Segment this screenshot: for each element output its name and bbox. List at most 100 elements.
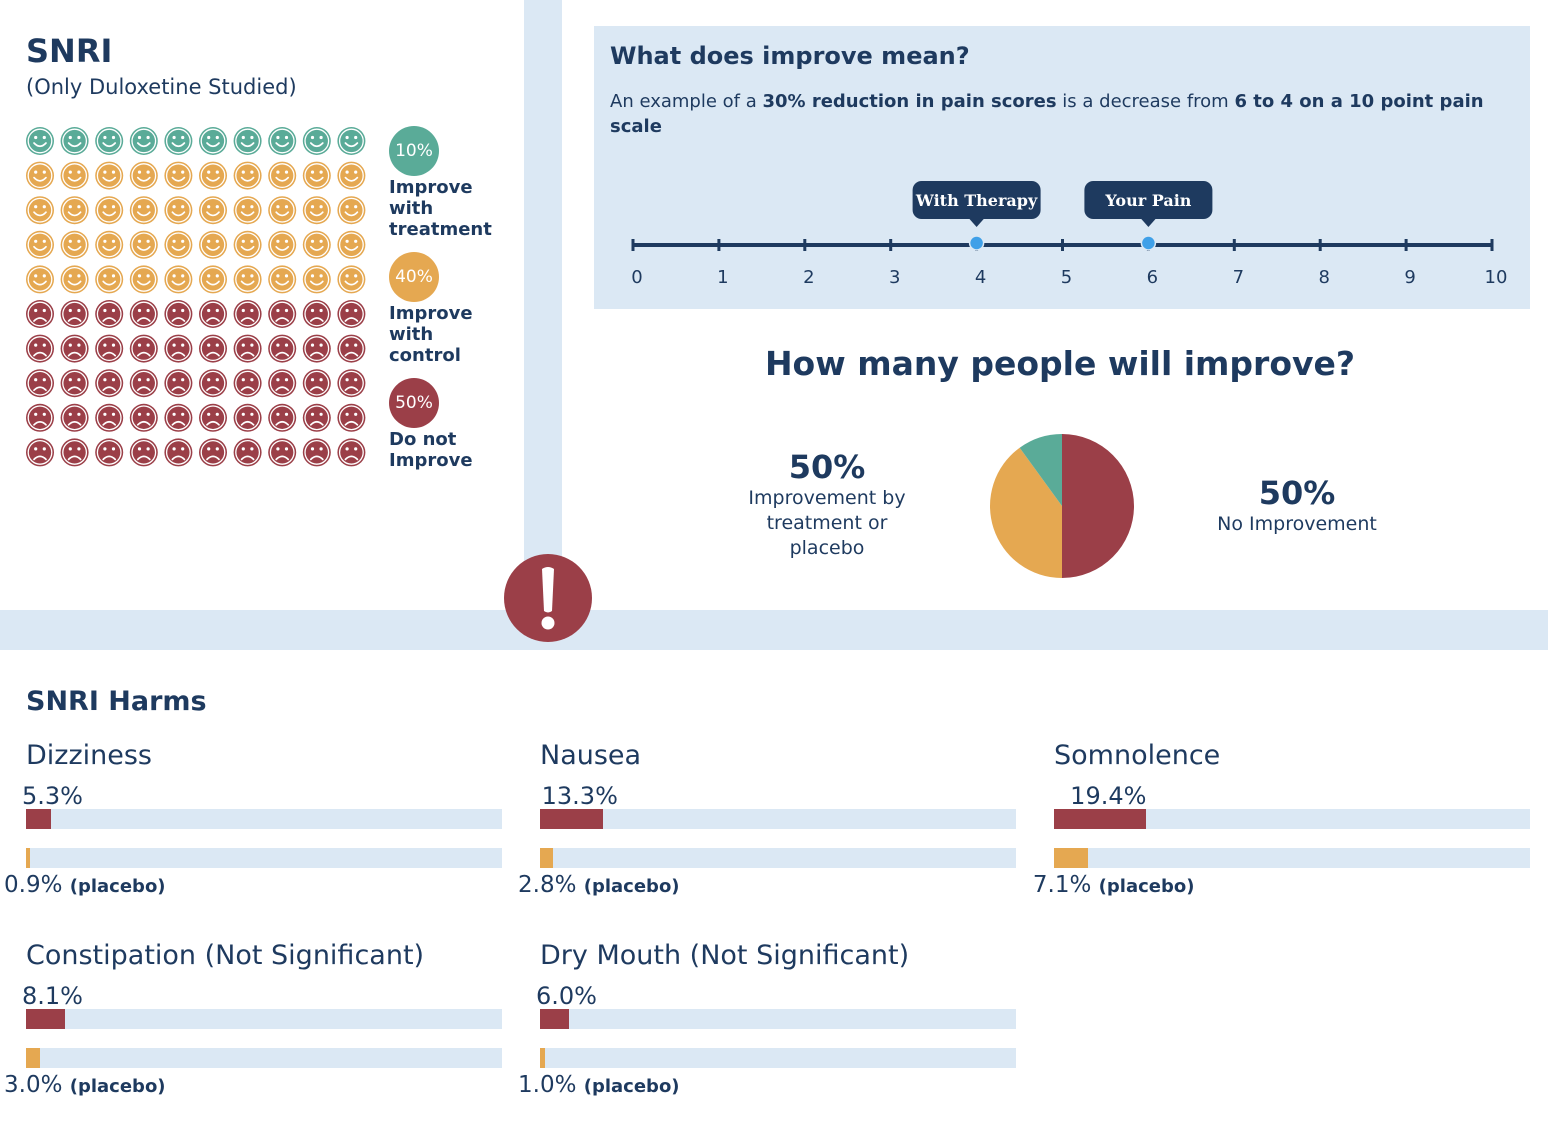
smiley-face-icon <box>302 127 331 155</box>
pie-slice-1 <box>990 447 1062 578</box>
harm-placebo-bar <box>1054 848 1088 868</box>
smiley-face-icon <box>233 127 262 155</box>
smiley-face-icon <box>164 265 193 294</box>
desc-line: treatment or <box>766 512 888 534</box>
scale-marker-dot <box>1140 235 1157 251</box>
sad-face-icon <box>60 334 89 363</box>
smiley-face-icon <box>199 161 227 190</box>
improve-info-panel <box>594 26 1530 309</box>
harm-item: Constipation (Not Significant) 8.1% 3.0% (… <box>4 940 502 1100</box>
smiley-face-icon <box>164 230 193 259</box>
sad-face-icon <box>60 300 89 328</box>
smiley-face-icon <box>60 196 89 225</box>
smiley-face-icon <box>164 161 193 190</box>
smiley-face-icon <box>60 265 89 294</box>
smiley-face-icon <box>302 265 331 294</box>
harm-placebo-bar <box>540 1048 545 1068</box>
page-title: SNRI <box>26 32 113 70</box>
sad-face-icon <box>199 438 227 467</box>
legend-label-no-improve: Do not Improve <box>389 429 473 471</box>
harm-placebo-bar <box>540 848 554 868</box>
smiley-face-icon <box>268 127 297 155</box>
info-text-bold: 6 to 4 on a 10 point pain scale <box>610 91 1484 137</box>
smiley-face-icon <box>95 161 124 190</box>
harm-name: Nausea <box>540 740 642 771</box>
smiley-face-icon <box>268 196 297 225</box>
smiley-face-icon <box>95 230 124 259</box>
harm-treatment-percent: 6.0% <box>536 982 597 1010</box>
exclamation-icon <box>504 554 592 642</box>
harms-title: SNRI Harms <box>26 686 207 717</box>
desc-line: placebo <box>789 537 865 559</box>
sad-face-icon <box>302 438 331 467</box>
harm-treatment-bar <box>1054 809 1147 829</box>
info-text-bold: 30% reduction in pain scores <box>762 91 1057 112</box>
sad-face-icon <box>233 438 262 467</box>
scale-tick-label: 5 <box>1061 267 1072 288</box>
harm-placebo-label: 7.1% (placebo) <box>1033 872 1195 898</box>
sad-face-icon <box>337 334 366 363</box>
harm-name: Dizziness <box>26 740 152 771</box>
smiley-face-icon <box>129 196 158 225</box>
scale-marker-label: Your Pain <box>1104 191 1191 210</box>
scale-marker-label: With Therapy <box>915 191 1038 210</box>
divider-vertical <box>524 0 562 612</box>
improvement-percent: 50% <box>788 448 866 486</box>
smiley-face-icon <box>268 161 297 190</box>
improvement-description: Improvement by treatment or placebo <box>727 486 927 561</box>
sad-face-icon <box>164 334 193 363</box>
legend-line: Do not <box>389 429 457 450</box>
legend-label-treatment: Improve with treatment <box>389 177 492 240</box>
legend-line: with <box>389 324 434 345</box>
harm-placebo-percent: 7.1% <box>1032 872 1099 898</box>
sad-face-icon <box>60 438 89 467</box>
harm-treatment-percent: 19.4% <box>1070 782 1147 810</box>
harm-placebo-percent: 3.0% <box>4 1072 70 1098</box>
harm-treatment-percent: 5.3% <box>22 782 83 810</box>
scale-marker: Your Pain <box>1084 181 1213 227</box>
smiley-face-icon <box>302 196 331 225</box>
sad-face-icon <box>268 334 297 363</box>
harm-treatment-percent: 8.1% <box>22 982 83 1010</box>
smiley-face-icon <box>26 196 54 225</box>
sad-face-icon <box>164 438 193 467</box>
scale-marker: With Therapy <box>912 181 1041 227</box>
harm-treatment-percent: 13.3% <box>541 782 618 810</box>
legend-line: treatment <box>389 219 492 240</box>
harm-treatment-track <box>26 809 502 829</box>
legend-circle-treatment: 10% <box>389 126 439 176</box>
harm-treatment-track <box>540 1009 1016 1029</box>
legend-label-control: Improve with control <box>389 303 473 366</box>
improve-info-title: What does improve mean? <box>610 42 970 70</box>
divider-horizontal <box>0 610 1548 650</box>
sad-face-icon <box>199 300 227 328</box>
legend-line: Improve <box>389 177 473 198</box>
sad-face-icon <box>302 369 331 398</box>
smiley-face-icon <box>95 265 124 294</box>
harm-item: Dizziness 5.3% 0.9% (placebo) <box>4 740 502 900</box>
sad-face-icon <box>26 403 54 432</box>
smiley-face-icon <box>26 230 54 259</box>
harm-placebo-suffix: (placebo) <box>583 1076 680 1097</box>
sad-face-icon <box>302 334 331 363</box>
smiley-face-icon <box>233 230 262 259</box>
smiley-face-icon <box>337 265 366 294</box>
legend-circle-no-improve: 50% <box>389 378 439 428</box>
smiley-face-icon <box>337 127 366 155</box>
harm-placebo-track <box>540 848 1016 868</box>
improve-question-title: How many people will improve? <box>764 344 1356 383</box>
sad-face-icon <box>129 369 158 398</box>
sad-face-icon <box>26 438 54 467</box>
harm-placebo-bar <box>26 1048 41 1068</box>
smiley-face-icon <box>164 196 193 225</box>
sad-face-icon <box>95 438 124 467</box>
sad-face-icon <box>302 403 331 432</box>
harm-name: Somnolence <box>1054 740 1221 771</box>
scale-tick-label: 4 <box>975 267 986 288</box>
improvement-pie-chart <box>990 434 1134 578</box>
scale-tick-label: 10 <box>1485 267 1508 288</box>
legend-line: control <box>389 345 461 366</box>
sad-face-icon <box>95 403 124 432</box>
smiley-face-icon <box>60 127 89 155</box>
smiley-face-icon <box>129 127 158 155</box>
